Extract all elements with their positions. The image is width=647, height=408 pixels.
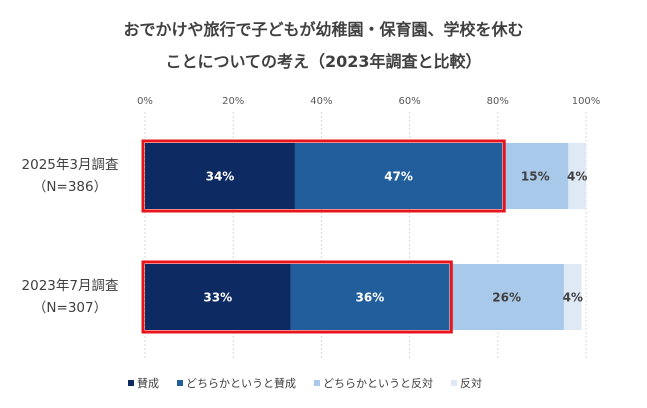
legend-swatch	[177, 380, 183, 386]
data-label: 4%	[563, 291, 583, 305]
bar-segment	[145, 143, 295, 209]
data-label: 34%	[206, 170, 235, 184]
x-tick-label: 60%	[398, 96, 420, 107]
x-tick-label: 0%	[137, 96, 153, 107]
legend-label: どちらかというと反対	[323, 377, 433, 390]
bar-segment	[290, 264, 450, 330]
x-tick-label: 40%	[310, 96, 332, 107]
bar-segment	[568, 143, 586, 209]
data-label: 4%	[567, 170, 587, 184]
data-label: 33%	[203, 291, 232, 305]
x-tick-label: 80%	[487, 96, 509, 107]
legend-item: 賛成	[128, 375, 159, 391]
bar-segment	[145, 264, 291, 330]
legend-item: 反対	[451, 375, 482, 391]
bar-segment	[294, 143, 503, 209]
highlight-frame	[141, 260, 453, 334]
legend-swatch	[451, 380, 457, 386]
legend-swatch	[128, 380, 134, 386]
data-label: 15%	[521, 170, 550, 184]
category-label-n: （N=386）	[33, 179, 107, 195]
legend-item: どちらかというと賛成	[177, 375, 296, 391]
chart-title-line-2: ことについての考え（2023年調査と比較）	[165, 52, 482, 71]
legend-item: どちらかというと反対	[314, 375, 433, 391]
category-label-n: （N=307）	[33, 300, 107, 316]
data-label: 47%	[384, 170, 413, 184]
bar-segment	[502, 143, 569, 209]
legend-label: 反対	[460, 377, 482, 390]
legend: 賛成 どちらかというと賛成 どちらかというと反対 反対	[128, 375, 482, 391]
data-label: 26%	[492, 291, 521, 305]
legend-swatch	[314, 380, 320, 386]
x-tick-label: 20%	[222, 96, 244, 107]
x-tick-label: 100%	[572, 96, 601, 107]
bar-segment	[449, 264, 564, 330]
legend-label: 賛成	[137, 377, 159, 390]
category-label: 2025年3月調査	[22, 157, 119, 173]
chart-title-line-1: おでかけや旅行で子どもが幼稚園・保育園、学校を休む	[123, 20, 524, 39]
data-label: 36%	[356, 291, 385, 305]
bar-segment	[563, 264, 582, 330]
category-label: 2023年7月調査	[22, 278, 119, 294]
highlight-frame	[141, 139, 506, 213]
legend-label: どちらかというと賛成	[186, 377, 296, 390]
